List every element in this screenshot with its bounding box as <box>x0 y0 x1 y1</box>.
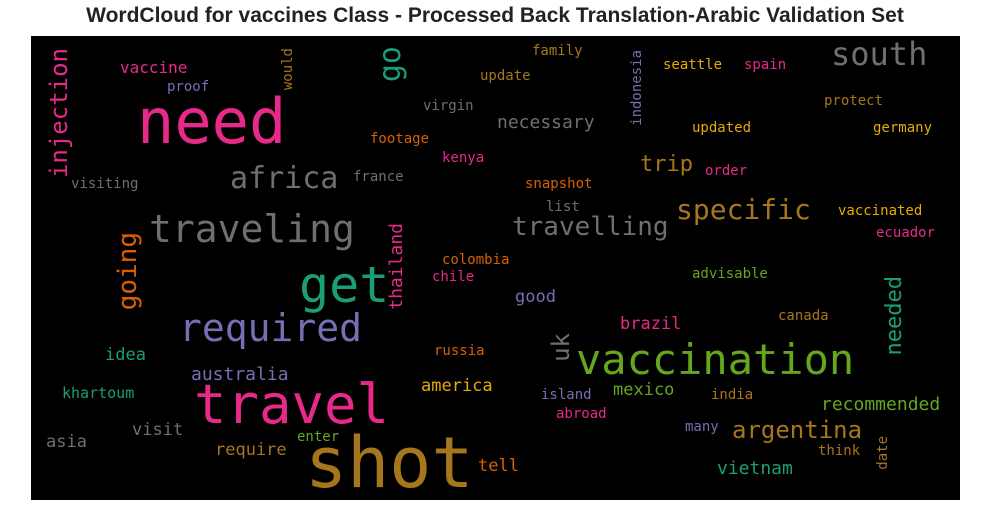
word-need: need <box>137 85 287 158</box>
word-recommended: recommended <box>821 394 941 415</box>
word-france: france <box>353 169 404 185</box>
word-get: get <box>299 256 390 314</box>
word-tell: tell <box>478 456 519 476</box>
word-chile: chile <box>432 269 475 285</box>
word-injection: injection <box>45 48 73 179</box>
word-america: america <box>421 376 493 396</box>
word-indonesia: indonesia <box>629 50 645 126</box>
word-uk: uk <box>547 333 575 362</box>
word-thailand: thailand <box>386 223 407 310</box>
word-necessary: necessary <box>497 112 595 133</box>
word-list: list <box>546 199 580 215</box>
word-footage: footage <box>370 131 430 147</box>
word-germany: germany <box>873 120 933 136</box>
word-required: required <box>179 306 363 350</box>
word-going: going <box>113 232 143 311</box>
word-seattle: seattle <box>663 57 723 73</box>
word-specific: specific <box>676 193 811 226</box>
word-proof: proof <box>167 79 210 95</box>
word-australia: australia <box>191 364 289 385</box>
word-russia: russia <box>434 343 485 359</box>
word-go: go <box>373 46 408 83</box>
word-virgin: virgin <box>423 98 474 114</box>
word-travelling: travelling <box>512 212 669 242</box>
word-order: order <box>705 163 748 179</box>
word-require: require <box>215 440 287 460</box>
word-mexico: mexico <box>613 380 675 400</box>
word-brazil: brazil <box>620 314 682 334</box>
word-would: would <box>280 48 296 91</box>
word-advisable: advisable <box>692 266 768 282</box>
chart-title: WordCloud for vaccines Class - Processed… <box>86 4 904 27</box>
word-india: india <box>711 387 754 403</box>
word-update: update <box>480 68 531 84</box>
word-visiting: visiting <box>71 176 139 192</box>
word-vaccinated: vaccinated <box>838 203 923 219</box>
word-traveling: traveling <box>149 207 355 251</box>
word-updated: updated <box>692 120 752 136</box>
word-khartoum: khartoum <box>62 384 135 402</box>
word-shot: shot <box>305 422 474 500</box>
word-south: south <box>831 36 928 73</box>
word-island: island <box>541 387 592 403</box>
word-ecuador: ecuador <box>876 225 936 241</box>
word-protect: protect <box>824 93 884 109</box>
word-kenya: kenya <box>442 150 485 166</box>
word-travel: travel <box>194 373 390 436</box>
word-visit: visit <box>132 420 184 440</box>
word-trip: trip <box>640 152 693 177</box>
word-vaccination: vaccination <box>576 335 855 384</box>
word-vaccine: vaccine <box>120 58 188 77</box>
word-africa: africa <box>230 161 339 196</box>
word-vietnam: vietnam <box>717 458 793 479</box>
word-asia: asia <box>46 432 87 452</box>
word-argentina: argentina <box>732 416 863 444</box>
word-many: many <box>685 419 719 435</box>
word-good: good <box>515 287 556 307</box>
word-cloud: need shot travel vaccination get required trav… <box>31 36 960 500</box>
word-think: think <box>818 443 861 459</box>
word-colombia: colombia <box>442 252 510 268</box>
word-spain: spain <box>744 57 787 73</box>
word-canada: canada <box>778 308 829 324</box>
word-abroad: abroad <box>556 406 607 422</box>
word-snapshot: snapshot <box>525 176 593 192</box>
word-needed: needed <box>882 276 907 356</box>
word-date: date <box>875 436 891 470</box>
word-idea: idea <box>105 345 146 365</box>
word-family: family <box>532 43 583 59</box>
word-enter: enter <box>297 429 340 445</box>
